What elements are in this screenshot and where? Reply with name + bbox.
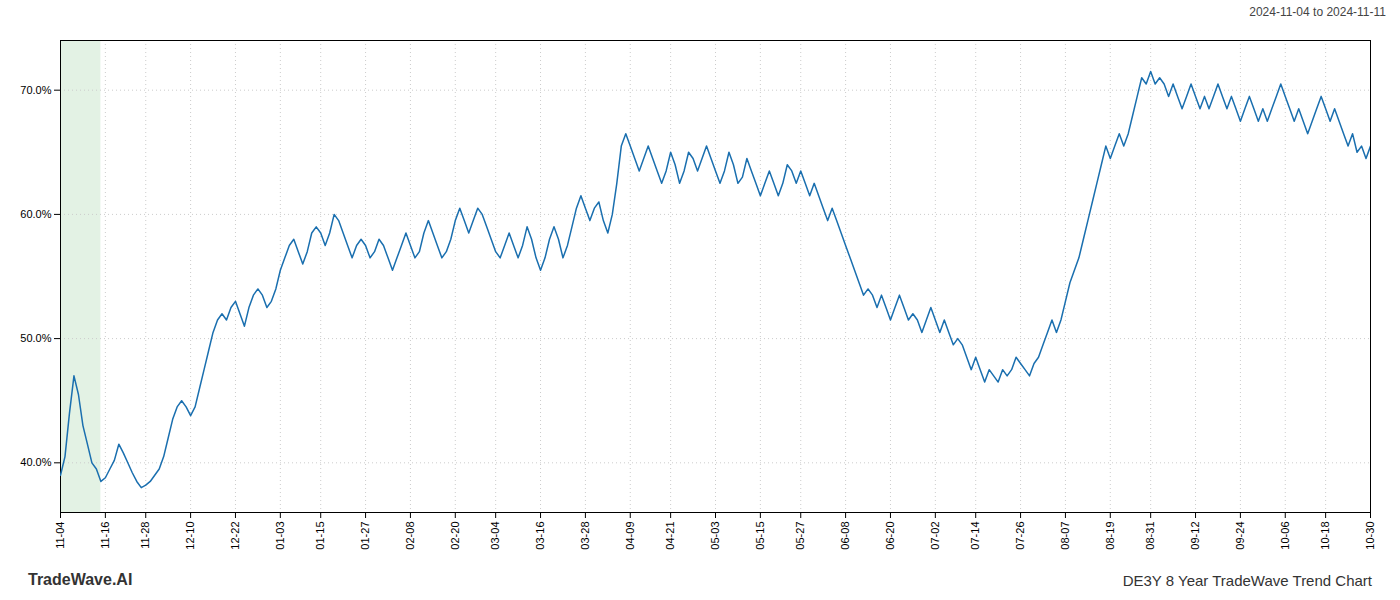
svg-text:01-03: 01-03 <box>274 522 286 550</box>
svg-text:10-18: 10-18 <box>1319 522 1331 550</box>
svg-text:04-21: 04-21 <box>664 522 676 550</box>
svg-text:70.0%: 70.0% <box>20 84 51 96</box>
svg-text:01-27: 01-27 <box>359 522 371 550</box>
svg-text:06-08: 06-08 <box>839 522 851 550</box>
svg-text:09-12: 09-12 <box>1189 522 1201 550</box>
svg-text:60.0%: 60.0% <box>20 208 51 220</box>
svg-text:07-26: 07-26 <box>1014 522 1026 550</box>
svg-text:11-16: 11-16 <box>99 522 111 549</box>
svg-text:02-08: 02-08 <box>404 522 416 550</box>
svg-text:10-06: 10-06 <box>1279 522 1291 550</box>
html-text:TradeWave.AI: TradeWave.AI <box>28 571 133 588</box>
svg-text:07-14: 07-14 <box>969 522 981 550</box>
svg-text:01-15: 01-15 <box>314 522 326 550</box>
svg-text:08-19: 08-19 <box>1104 522 1116 550</box>
svg-text:12-22: 12-22 <box>229 522 241 550</box>
svg-text:09-24: 09-24 <box>1234 522 1246 550</box>
svg-text:50.0%: 50.0% <box>20 332 51 344</box>
svg-text:05-27: 05-27 <box>794 522 806 550</box>
svg-text:40.0%: 40.0% <box>20 456 51 468</box>
svg-text:07-02: 07-02 <box>929 522 941 550</box>
svg-text:05-15: 05-15 <box>754 522 766 550</box>
svg-text:03-28: 03-28 <box>579 522 591 550</box>
svg-text:03-04: 03-04 <box>489 522 501 550</box>
html-text:DE3Y 8 Year TradeWave Trend Ch: DE3Y 8 Year TradeWave Trend Chart <box>1122 571 1372 589</box>
html-text:2024-11-04 to 2024-11-11: 2024-11-04 to 2024-11-11 <box>1249 5 1386 19</box>
svg-text:03-16: 03-16 <box>534 522 546 550</box>
svg-text:04-09: 04-09 <box>624 522 636 550</box>
svg-text:10-30: 10-30 <box>1364 522 1376 550</box>
svg-text:11-28: 11-28 <box>139 522 151 549</box>
svg-text:02-20: 02-20 <box>449 522 461 550</box>
svg-text:05-03: 05-03 <box>709 522 721 550</box>
svg-text:08-31: 08-31 <box>1144 522 1156 550</box>
svg-text:12-10: 12-10 <box>184 522 196 550</box>
svg-text:11-04: 11-04 <box>54 522 66 549</box>
svg-text:08-07: 08-07 <box>1059 522 1071 550</box>
svg-text:06-20: 06-20 <box>884 522 896 550</box>
